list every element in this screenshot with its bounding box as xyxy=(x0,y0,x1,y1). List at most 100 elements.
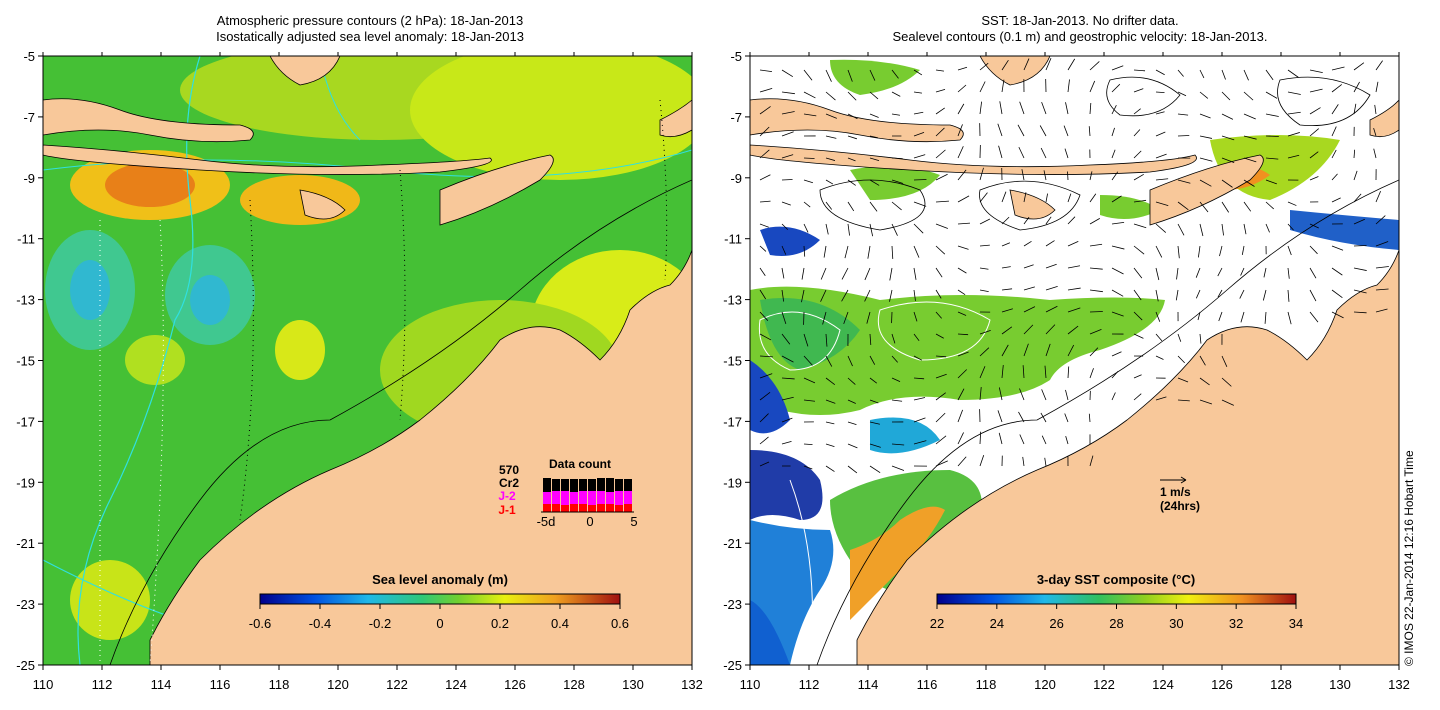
velocity-arrow xyxy=(979,244,990,247)
velocity-arrow xyxy=(869,135,878,139)
velocity-arrow xyxy=(1040,147,1047,159)
velocity-arrow xyxy=(1287,223,1294,231)
velocity-arrow xyxy=(759,174,771,181)
velocity-arrow xyxy=(1287,91,1301,95)
data-count-bar xyxy=(606,478,614,492)
velocity-arrow xyxy=(1001,344,1009,357)
velocity-arrow xyxy=(825,377,836,386)
velocity-arrow xyxy=(998,145,1003,159)
velocity-arrow xyxy=(847,91,857,101)
velocity-arrow xyxy=(1111,221,1125,225)
velocity-arrow xyxy=(1221,91,1231,101)
velocity-arrow xyxy=(1155,223,1167,233)
velocity-arrow xyxy=(1177,355,1186,364)
sla-colorbar-tick-label: 0 xyxy=(436,616,443,631)
right-xtick-label: 114 xyxy=(858,677,879,692)
velocity-arrow xyxy=(935,267,943,278)
data-count-bar xyxy=(579,479,587,491)
velocity-arrow xyxy=(1375,241,1389,247)
left-xtick-label: 112 xyxy=(92,677,113,692)
velocity-arrow xyxy=(1018,411,1025,423)
velocity-arrow xyxy=(1219,245,1223,257)
sst-patch-orange xyxy=(850,506,945,620)
velocity-arrow xyxy=(913,111,924,115)
dotted-contour-3 xyxy=(239,199,254,521)
velocity-arrow xyxy=(913,311,918,322)
velocity-arrow xyxy=(891,377,901,383)
velocity-arrow xyxy=(1221,201,1230,213)
velocity-arrow xyxy=(1018,146,1025,159)
left-xtick-label: 120 xyxy=(327,677,349,692)
velocity-arrow xyxy=(1309,245,1318,255)
velocity-arrow xyxy=(979,289,989,293)
right-xtick-label: 116 xyxy=(917,677,938,692)
velocity-arrow xyxy=(935,460,948,467)
velocity-arrow xyxy=(998,432,1003,445)
satellite-label-j1: J-1 xyxy=(498,503,516,517)
velocity-arrow xyxy=(935,435,947,445)
velocity-arrow xyxy=(1240,267,1245,276)
sla-colorbar-tick-label: 0.6 xyxy=(611,616,629,631)
sla-colorbar-tick-label: -0.2 xyxy=(369,616,391,631)
velocity-arrow xyxy=(1067,216,1076,225)
left-ytick-label: -25 xyxy=(16,658,35,673)
velocity-arrow xyxy=(1088,413,1091,423)
velocity-arrow xyxy=(913,223,924,234)
velocity-arrow xyxy=(781,223,789,230)
velocity-arrow xyxy=(869,421,880,425)
sla-blob-cyan4 xyxy=(190,275,230,325)
velocity-arrow xyxy=(1331,126,1337,137)
velocity-arrow xyxy=(1089,102,1092,115)
velocity-arrow xyxy=(1375,215,1386,225)
velocity-arrow xyxy=(1221,135,1235,141)
velocity-arrow xyxy=(1309,69,1323,74)
sealevel-contour-4 xyxy=(1277,76,1371,126)
velocity-arrow xyxy=(759,223,769,228)
island-tanimbar xyxy=(659,99,692,138)
velocity-arrow xyxy=(1045,324,1056,335)
velocity-arrow xyxy=(1111,65,1124,71)
velocity-arrow xyxy=(1221,69,1226,80)
velocity-arrow xyxy=(759,413,769,423)
velocity-arrow xyxy=(979,62,989,71)
velocity-arrow xyxy=(1023,264,1034,269)
velocity-arrow xyxy=(1133,267,1143,279)
velocity-arrow xyxy=(957,66,968,71)
velocity-arrow xyxy=(781,396,794,401)
velocity-arrow xyxy=(841,289,849,302)
velocity-arrow xyxy=(1133,223,1147,229)
velocity-arrow xyxy=(1155,153,1167,159)
right-xtick-label: 126 xyxy=(1211,677,1233,692)
velocity-arrow xyxy=(979,454,985,467)
velocity-arrow xyxy=(869,69,876,81)
velocity-arrow xyxy=(1353,311,1367,314)
velocity-arrow xyxy=(891,399,903,402)
velocity-arrow xyxy=(1240,311,1245,323)
right-axes: 110 112 114 116 118 120 122 124 126 128 130 132 -5 -7… xyxy=(723,49,1410,692)
velocity-arrow xyxy=(844,245,849,259)
velocity-arrow xyxy=(979,347,990,357)
island-timor xyxy=(439,154,554,226)
right-ytick-label: -23 xyxy=(723,597,742,612)
velocity-arrow xyxy=(1064,148,1069,159)
velocity-arrow xyxy=(1243,157,1257,163)
data-count-bar xyxy=(624,491,632,504)
velocity-arrow xyxy=(1331,267,1343,276)
velocity-arrow xyxy=(1199,223,1204,237)
velocity-arrow xyxy=(1353,81,1360,93)
velocity-arrow xyxy=(1287,245,1292,256)
velocity-arrow xyxy=(1155,131,1166,137)
velocity-arrow xyxy=(1175,289,1179,301)
sla-blob-yellow3 xyxy=(70,560,150,640)
velocity-arrow xyxy=(1067,265,1081,269)
velocity-arrow xyxy=(1067,58,1076,71)
left-xtick-label: 132 xyxy=(681,677,703,692)
right-ytick-label: -19 xyxy=(723,475,742,490)
velocity-arrow xyxy=(1287,311,1292,325)
velocity-arrow xyxy=(979,267,989,270)
data-count-bar xyxy=(606,504,614,512)
velocity-arrow xyxy=(825,113,837,119)
data-count-bar xyxy=(570,504,578,512)
velocity-arrow xyxy=(781,333,791,345)
velocity-arrow xyxy=(1218,311,1223,322)
